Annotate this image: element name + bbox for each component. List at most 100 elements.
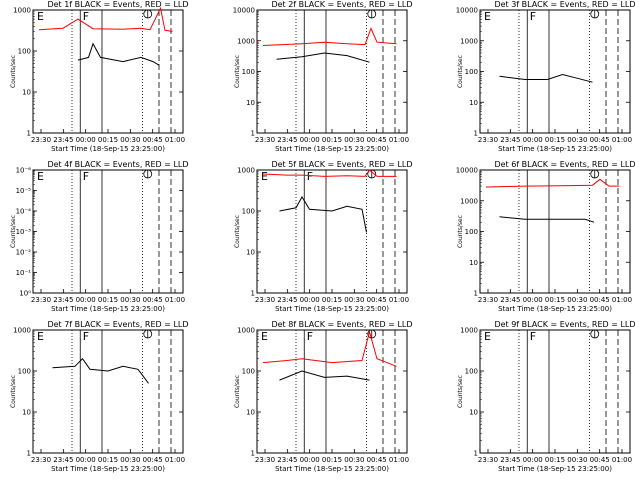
y-tick-label: 100 — [18, 48, 31, 56]
x-tick-label: 23:30 — [255, 456, 275, 464]
marker-f: F — [307, 170, 313, 183]
x-tick-label: 23:30 — [478, 136, 498, 144]
x-tick-label: 00:30 — [120, 136, 140, 144]
y-tick-label: 1 — [474, 450, 478, 458]
plot-frame — [256, 9, 408, 134]
x-tick-label: 23:45 — [500, 456, 520, 464]
series-events-line — [52, 357, 149, 384]
y-axis-label: Counts/sec — [234, 375, 241, 408]
y-tick-label: 10 — [22, 409, 31, 417]
y-axis-label: Counts/sec — [234, 55, 241, 88]
panel-title: Det 4f BLACK = Events, RED = LLD — [47, 160, 188, 169]
y-tick-label: 100 — [242, 208, 255, 216]
y-tick-label: 1 — [251, 450, 255, 458]
x-tick-label: 00:00 — [523, 296, 543, 304]
x-tick-label: 00:00 — [300, 456, 320, 464]
panel-title: Det 8f BLACK = Events, RED = LLD — [271, 320, 412, 329]
y-tick-label: 1000 — [460, 327, 478, 335]
x-axis-label: Start Time (18-Sep-15 23:25:00) — [51, 465, 165, 473]
y-tick-label: 10 — [246, 409, 255, 417]
panel-det-9: Det 9f BLACK = Events, RED = LLD 1 10 100 10… — [457, 320, 636, 473]
y-axis-label: Counts/sec — [234, 215, 241, 248]
y-tick-label: 100 — [242, 68, 255, 76]
y-tick-label: 10 — [246, 249, 255, 257]
series-lld-line — [262, 329, 397, 367]
series-events-line — [279, 196, 367, 233]
x-tick-label: 01:00 — [165, 136, 185, 144]
marker-e: E — [37, 330, 44, 343]
x-tick-label: 00:45 — [143, 136, 163, 144]
x-tick-label: 23:45 — [277, 456, 297, 464]
y-axis-label: Counts/sec — [457, 55, 464, 88]
x-tick-label: 00:30 — [567, 296, 587, 304]
series-events-line — [279, 370, 370, 381]
x-tick-label: 23:45 — [277, 296, 297, 304]
x-axis-label: Start Time (18-Sep-15 23:25:00) — [275, 465, 389, 473]
panel-title: Det 9f BLACK = Events, RED = LLD — [494, 320, 635, 329]
panel-det-3: Det 3f BLACK = Events, RED = LLD 1 10 100 10… — [456, 0, 636, 153]
x-tick-label: 00:45 — [590, 136, 610, 144]
x-tick-label: 23:45 — [277, 136, 297, 144]
series-events-line — [77, 42, 160, 66]
series-events-line — [499, 216, 595, 223]
y-tick-label: 10⁻⁵ — [16, 187, 32, 195]
panel-det-5: Det 5f BLACK = Events, RED = LLD 1 10 100 10… — [234, 160, 413, 313]
series-lld-line — [38, 6, 173, 32]
series-lld-line — [262, 27, 397, 46]
x-axis-label: Start Time (18-Sep-15 23:25:00) — [498, 305, 612, 313]
panel-det-6: Det 6f BLACK = Events, RED = LLD 1 10 100 10… — [456, 160, 636, 313]
x-tick-label: 00:00 — [76, 456, 96, 464]
x-tick-label: 00:45 — [143, 456, 163, 464]
y-tick-label: 10 — [469, 409, 478, 417]
marker-e: E — [37, 10, 44, 23]
plot-frame — [479, 169, 631, 294]
x-tick-label: 00:00 — [76, 136, 96, 144]
y-tick-label: 10⁻¹ — [16, 269, 32, 277]
x-tick-label: 00:45 — [367, 296, 387, 304]
plot-frame — [256, 329, 408, 454]
x-tick-label: 23:30 — [31, 296, 51, 304]
x-axis-label: Start Time (18-Sep-15 23:25:00) — [498, 465, 612, 473]
plot-frame — [32, 329, 184, 454]
x-tick-label: 23:45 — [500, 136, 520, 144]
y-tick-label: 10⁰ — [19, 290, 31, 298]
series-lld-line — [485, 178, 620, 188]
x-tick-label: 01:00 — [612, 296, 632, 304]
x-tick-label: 00:00 — [76, 296, 96, 304]
x-tick-label: 00:15 — [98, 456, 118, 464]
y-tick-label: 1 — [474, 290, 478, 298]
y-tick-label: 10 — [469, 99, 478, 107]
panel-det-2: Det 2f BLACK = Events, RED = LLD 1 10 100 10… — [233, 0, 413, 153]
marker-e: E — [261, 170, 268, 183]
marker-f: F — [530, 10, 536, 23]
x-tick-label: 23:30 — [255, 136, 275, 144]
y-tick-label: 1 — [251, 130, 255, 138]
x-tick-label: 00:30 — [120, 456, 140, 464]
marker-f: F — [83, 330, 89, 343]
y-tick-label: 10 — [246, 99, 255, 107]
y-tick-label: 10⁻³ — [16, 228, 32, 236]
y-tick-label: 10 — [469, 259, 478, 267]
panel-det-7: Det 7f BLACK = Events, RED = LLD 1 10 100 10… — [10, 320, 189, 473]
x-tick-label: 00:15 — [545, 456, 565, 464]
x-tick-label: 00:15 — [545, 296, 565, 304]
y-tick-label: 1 — [251, 290, 255, 298]
x-axis-label: Start Time (18-Sep-15 23:25:00) — [51, 145, 165, 153]
y-tick-label: 1 — [474, 130, 478, 138]
x-tick-label: 00:00 — [523, 456, 543, 464]
panel-det-1: Det 1f BLACK = Events, RED = LLD 1 10 100 10… — [10, 0, 189, 153]
x-tick-label: 00:15 — [322, 136, 342, 144]
x-tick-label: 00:15 — [545, 136, 565, 144]
x-tick-label: 00:30 — [344, 456, 364, 464]
plot-frame — [479, 329, 631, 454]
x-axis-label: Start Time (18-Sep-15 23:25:00) — [51, 305, 165, 313]
x-tick-label: 01:00 — [165, 296, 185, 304]
y-tick-label: 10⁻⁴ — [16, 208, 32, 216]
y-tick-label: 10⁻² — [16, 249, 32, 257]
marker-e: E — [37, 170, 44, 183]
x-axis-label: Start Time (18-Sep-15 23:25:00) — [498, 145, 612, 153]
x-tick-label: 23:45 — [53, 136, 73, 144]
y-tick-label: 10 — [22, 89, 31, 97]
y-axis-label: Counts/sec — [10, 215, 17, 248]
